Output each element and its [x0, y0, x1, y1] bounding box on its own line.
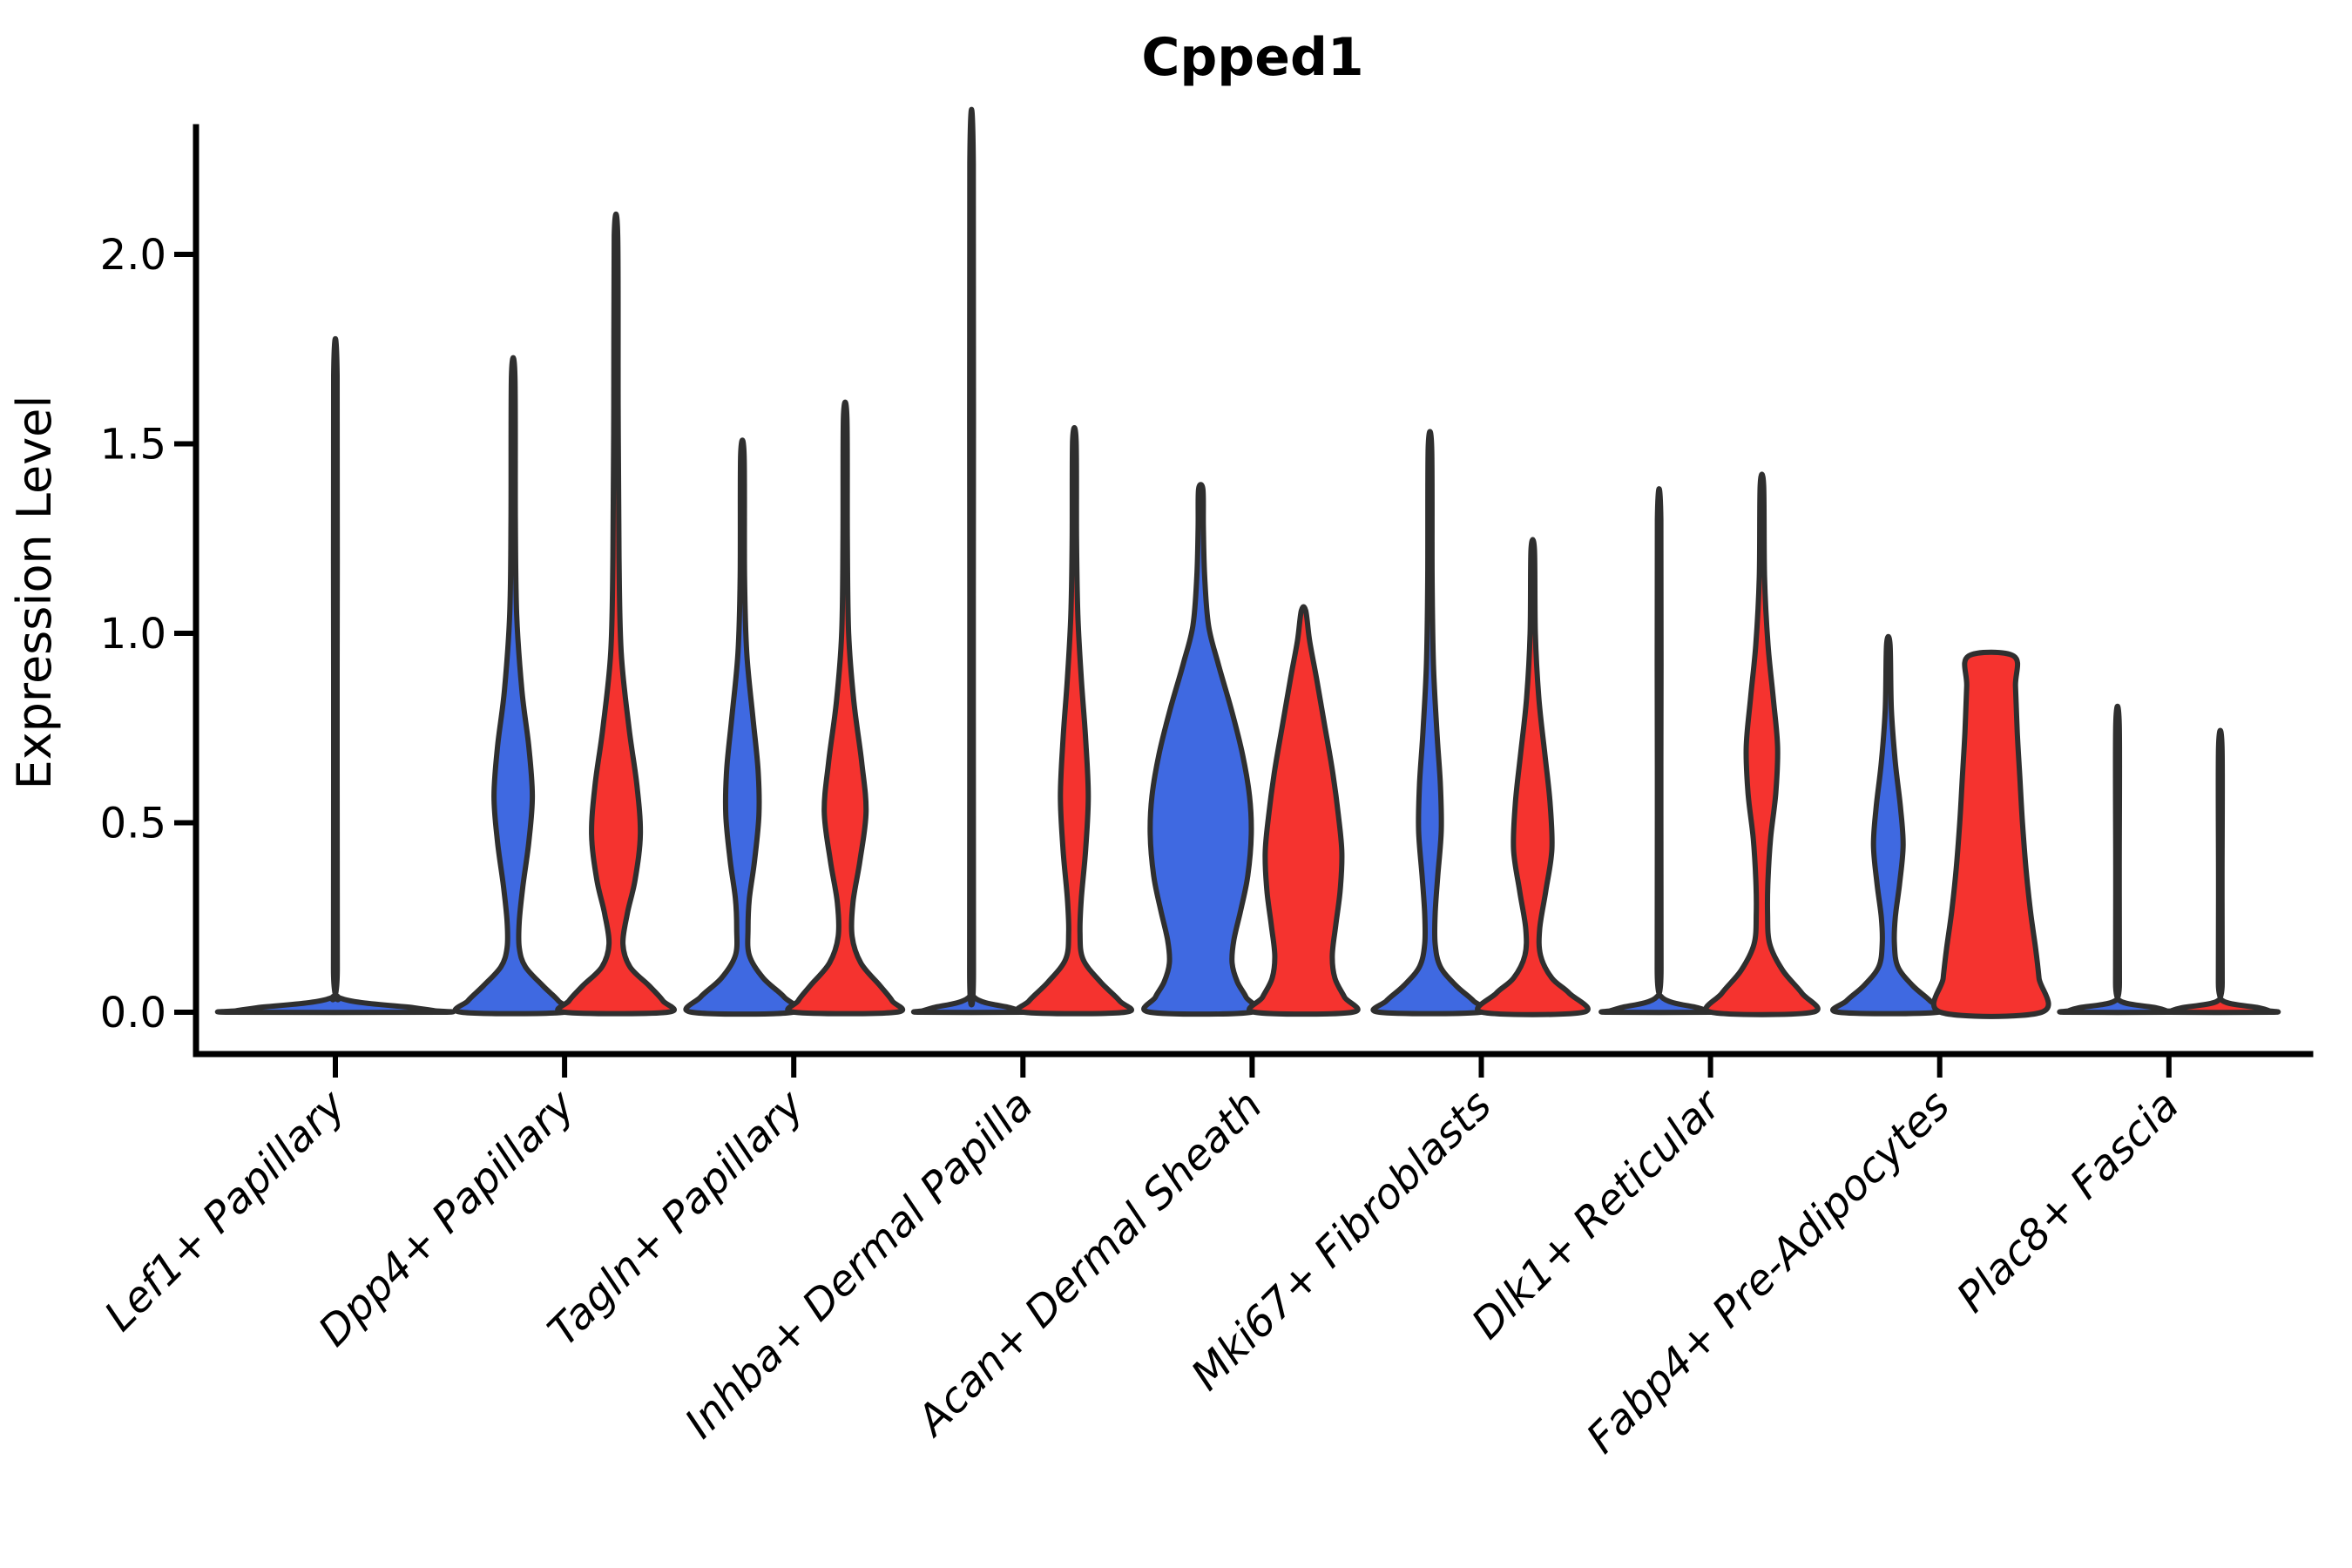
violins-layer — [214, 106, 2281, 1019]
y-tick-label: 0.0 — [100, 989, 166, 1037]
x-tick-label: Fabp4+ Pre-Adipocytes — [1578, 1081, 1960, 1463]
violin-tagln-papillary-blue — [683, 437, 801, 1017]
violin-mki67-fibroblasts-blue — [1370, 429, 1490, 1017]
violin-tagln-papillary-red — [785, 399, 905, 1017]
x-tick-label: Plac8+ Fascia — [1948, 1081, 2189, 1322]
violin-lef1-papillary-blue — [214, 336, 456, 1016]
y-tick-label: 1.5 — [100, 421, 166, 470]
violin-fabp4-pre-adipocytes-red — [1931, 649, 2051, 1019]
violin-dpp4-papillary-red — [555, 212, 677, 1017]
y-tick-label: 1.0 — [100, 610, 166, 659]
violin-dlk1-reticular-red — [1703, 471, 1821, 1017]
y-tick-label: 0.5 — [100, 800, 166, 848]
x-tick-label: Dlk1+ Reticular — [1463, 1079, 1733, 1349]
violin-inhba-dermal-papilla-blue — [910, 106, 1032, 1016]
violin-plac8-fascia-blue — [2057, 703, 2179, 1016]
x-tick-label: Lef1+ Papillary — [95, 1080, 355, 1341]
violin-plac8-fascia-red — [2159, 727, 2281, 1016]
violin-mki67-fibroblasts-red — [1475, 537, 1591, 1017]
x-tick-label: Dpp4+ Papillary — [309, 1080, 585, 1355]
violin-inhba-dermal-papilla-red — [1014, 425, 1134, 1017]
violin-acan-dermal-sheath-blue — [1141, 482, 1260, 1017]
violin-dlk1-reticular-blue — [1598, 486, 1720, 1016]
violin-fabp4-pre-adipocytes-blue — [1830, 633, 1947, 1017]
violin-dpp4-papillary-blue — [452, 355, 574, 1017]
y-axis-label: Expression Level — [7, 395, 62, 790]
violin-acan-dermal-sheath-red — [1247, 604, 1361, 1017]
chart-title: Cpped1 — [1141, 27, 1363, 88]
x-tick-label: Tagln+ Papillary — [538, 1080, 814, 1355]
y-tick-label: 2.0 — [100, 231, 166, 280]
